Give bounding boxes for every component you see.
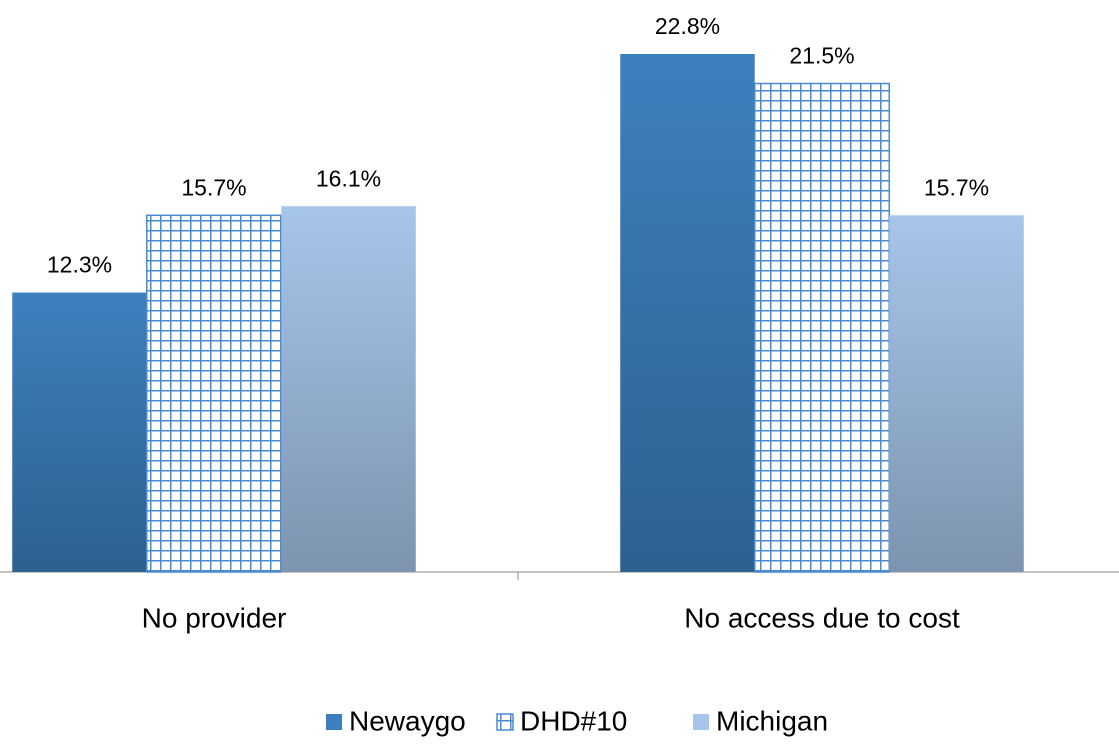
data-label: 16.1% — [316, 165, 381, 191]
legend-swatch — [496, 713, 514, 731]
bar-shading — [281, 206, 416, 572]
data-label: 15.7% — [181, 174, 246, 200]
x-tick-label: No provider — [142, 602, 287, 633]
x-tick-label: No access due to cost — [684, 602, 960, 633]
legend-swatch — [326, 714, 342, 730]
data-label: 22.8% — [655, 13, 720, 39]
bar — [146, 214, 282, 573]
data-label: 21.5% — [789, 43, 854, 69]
legend-label: Newaygo — [349, 705, 466, 736]
legend-label: DHD#10 — [520, 705, 627, 736]
data-label: 12.3% — [47, 252, 112, 278]
legend-swatch — [693, 714, 709, 730]
bar-shading — [12, 292, 147, 572]
bar — [754, 82, 890, 573]
data-label: 15.7% — [924, 174, 989, 200]
bar-shading — [620, 53, 755, 572]
legend-label: Michigan — [716, 705, 828, 736]
bar-shading — [889, 215, 1024, 572]
